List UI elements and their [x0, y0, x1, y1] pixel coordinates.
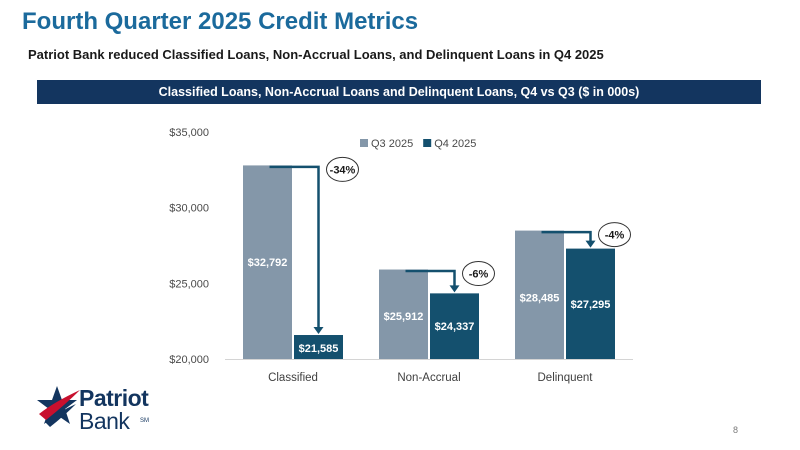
legend: Q3 2025 Q4 2025	[360, 138, 476, 150]
logo-word-patriot: Patriot	[79, 385, 149, 411]
logo-word-bank: Bank	[79, 408, 130, 434]
change-arrow-head	[585, 240, 596, 248]
page-subtitle: Patriot Bank reduced Classified Loans, N…	[28, 47, 604, 62]
change-label: -34%	[330, 164, 356, 176]
change-bubble	[462, 261, 495, 287]
logo-trademark: SM	[140, 418, 149, 424]
bar-q3-delinquent	[515, 230, 564, 359]
star-swoosh-icon	[37, 386, 80, 427]
data-label: $24,337	[435, 321, 475, 333]
data-label: $21,585	[299, 343, 339, 355]
change-bubble	[326, 156, 359, 182]
change-arrow-head	[313, 327, 324, 335]
data-label: $27,295	[571, 299, 611, 311]
legend-label: Q4 2025	[434, 138, 476, 150]
change-arrow-line	[541, 230, 592, 242]
chart-banner: Classified Loans, Non-Accrual Loans and …	[37, 80, 761, 104]
bar-q3-non-accrual	[379, 269, 428, 359]
x-tick-label: Non-Accrual	[397, 372, 460, 384]
change-arrows: -34% -6% -4%	[269, 156, 631, 335]
patriot-bank-logo: Patriot Bank SM	[36, 384, 176, 444]
change-label: -4%	[605, 230, 625, 242]
x-tick-label: Delinquent	[538, 372, 594, 384]
y-tick-label: $35,000	[169, 127, 209, 139]
bar-q4-delinquent	[566, 248, 615, 359]
change-label: -6%	[469, 269, 489, 281]
page-number: 8	[733, 425, 739, 435]
y-tick-label: $20,000	[169, 354, 209, 366]
data-label: $25,912	[384, 311, 424, 323]
category-labels: Classified Non-Accrual Delinquent	[268, 372, 593, 384]
bar-q4-non-accrual	[430, 293, 479, 359]
legend-swatch	[360, 139, 368, 147]
y-axis: $20,000 $25,000 $30,000 $35,000	[169, 127, 633, 366]
change-arrow-line	[405, 269, 456, 287]
bar-q4-classified	[294, 335, 343, 359]
bars: $32,792 $21,585 $25,912 $24,337 $28,485 $27,2…	[243, 165, 615, 359]
legend-swatch	[423, 139, 432, 147]
change-arrow-line	[269, 165, 320, 329]
page-title: Fourth Quarter 2025 Credit Metrics	[22, 8, 419, 35]
y-tick-label: $30,000	[169, 203, 209, 215]
y-tick-label: $25,000	[169, 278, 209, 290]
legend-label: Q3 2025	[371, 138, 413, 150]
data-label: $32,792	[248, 257, 288, 269]
change-arrow-head	[449, 285, 460, 293]
data-label: $28,485	[520, 292, 560, 304]
bar-q3-classified	[243, 165, 292, 359]
x-tick-label: Classified	[268, 372, 318, 384]
change-bubble	[598, 222, 631, 248]
